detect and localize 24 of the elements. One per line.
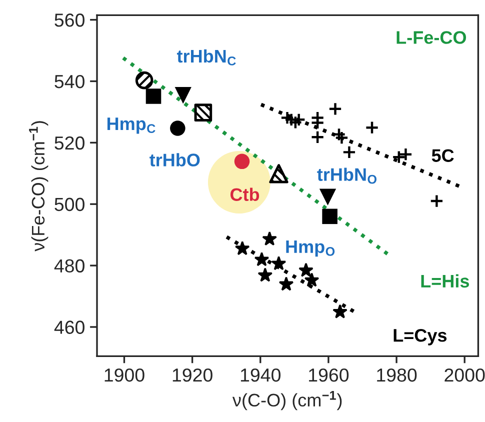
y-tick-label: 560 xyxy=(54,14,84,27)
annotation: L=Cys xyxy=(394,328,447,346)
y-axis-title: ν(Fe-CO) (cm$^{−1}$) xyxy=(29,121,48,252)
annotation: L-Fe-CO xyxy=(396,31,466,44)
x-tick-label: 1920 xyxy=(172,368,212,382)
annotation: trHbN$_{O}$ xyxy=(317,168,376,184)
x-tick-label: 1960 xyxy=(309,368,349,382)
x-axis-title: ν(C-O) (cm$^{−1}$) xyxy=(232,391,342,410)
y-tick-label: 520 xyxy=(54,136,84,150)
x-tick-label: 1980 xyxy=(377,368,417,382)
x-tick-label: 2000 xyxy=(444,368,485,382)
x-tick-label: 1900 xyxy=(104,368,144,382)
y-tick-label: 500 xyxy=(54,198,84,212)
annotation: Hmp$_{O}$ xyxy=(286,240,335,257)
annotation: trHbO xyxy=(150,153,200,166)
annotation: trHbN$_{C}$ xyxy=(176,49,236,66)
annotation: Hmp$_{C}$ xyxy=(107,118,156,134)
y-tick-label: 460 xyxy=(54,320,84,334)
y-tick-label: 480 xyxy=(54,259,84,273)
x-tick-label: 1940 xyxy=(240,368,280,382)
y-tick-label: 540 xyxy=(54,74,84,88)
annotation: 5C xyxy=(432,149,454,162)
annotation: L=His xyxy=(421,274,469,288)
annotation: Ctb xyxy=(230,188,260,201)
